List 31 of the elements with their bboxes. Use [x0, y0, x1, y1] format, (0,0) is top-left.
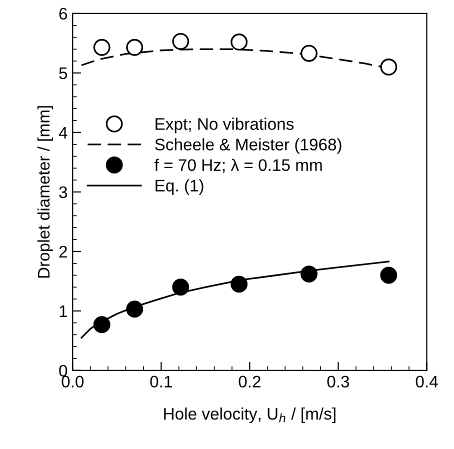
point	[380, 58, 398, 76]
x-axis-title: Hole velocity, U$_{h}$ / [m/s]	[164, 407, 336, 424]
line-series	[80, 260, 390, 339]
point	[300, 266, 318, 283]
point	[93, 38, 110, 56]
x-tick-label: 0.2	[238, 376, 260, 388]
point	[172, 32, 190, 50]
point	[126, 38, 144, 56]
x-tick-label: 0.3	[327, 376, 350, 388]
legend-label: Expt; No vibrations	[156, 118, 294, 134]
legend-label: Eq. (1)	[156, 179, 204, 195]
point	[300, 44, 318, 62]
point	[93, 316, 110, 334]
point	[172, 278, 190, 296]
point	[380, 266, 398, 284]
y-axis-title: Droplet diameter / [mm]	[37, 106, 53, 278]
x-tick-label: 0.0	[62, 376, 84, 388]
point	[230, 276, 248, 293]
y-tick-label: 5	[59, 68, 68, 80]
y-tick-label: 2	[59, 246, 67, 258]
point	[230, 34, 248, 50]
y-tick-label: 1	[60, 306, 67, 317]
legend-label: Scheele & Meister (1968)	[155, 138, 342, 154]
y-tick-label: 6	[59, 8, 68, 20]
x-tick-label: 0.1	[150, 376, 172, 388]
y-tick-label: 3	[59, 186, 68, 198]
x-tick-label: 0.4	[416, 376, 438, 388]
y-tick-label: 4	[58, 127, 68, 138]
legend-label: f = 70 Hz; λ = 0.15 mm	[154, 158, 322, 173]
y-tick-label: 0	[59, 364, 68, 377]
point	[126, 300, 144, 318]
